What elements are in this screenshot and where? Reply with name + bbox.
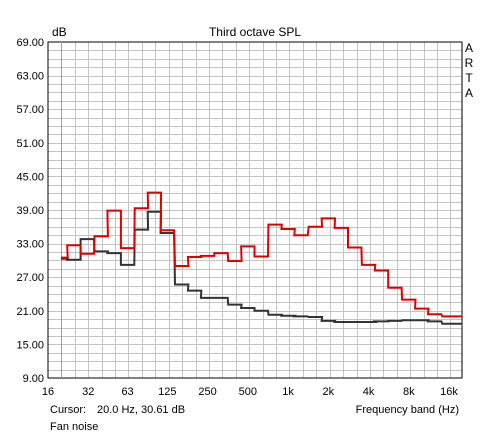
x-tick-label: 16 [42,386,54,398]
y-tick-label: 51.00 [16,138,44,150]
y-tick-label: 9.00 [23,373,44,385]
series-layer [61,191,462,325]
y-axis-label: dB [52,25,67,39]
chart-title: Third octave SPL [209,25,301,39]
watermark-letter: R [465,56,474,70]
measurement-name: Fan noise [50,421,98,433]
plot-frame [47,41,463,379]
x-tick-label: 2k [323,386,335,398]
x-tick-label: 4k [363,386,375,398]
y-tick-labels: 69.00 63.00 57.00 51.00 45.00 39.00 33.00 27.00… [16,37,44,385]
y-tick-label: 69.00 [16,37,44,49]
x-tick-label: 250 [198,386,216,398]
series-line-1 [61,191,462,318]
y-tick-label: 45.00 [16,171,44,183]
x-tick-label: 63 [121,386,133,398]
x-tick-label: 32 [82,386,94,398]
x-tick-label: 8k [403,386,415,398]
cursor-readout: 20.0 Hz, 30.61 dB [97,404,185,416]
watermark-letter: A [465,41,473,55]
cursor-label: Cursor: [50,404,86,416]
y-tick-label: 39.00 [16,205,44,217]
x-tick-labels: 16 32 63 125 250 500 1k 2k 4k 8k 16k [42,386,459,398]
grid [48,42,462,378]
x-tick-label: 1k [282,386,294,398]
x-tick-label: 16k [440,386,458,398]
watermark-letter: T [465,71,473,85]
x-axis-label: Frequency band (Hz) [356,404,459,416]
y-tick-label: 15.00 [16,339,44,351]
y-tick-label: 57.00 [16,104,44,116]
y-tick-label: 21.00 [16,306,44,318]
x-tick-label: 500 [239,386,257,398]
y-tick-label: 63.00 [16,71,44,83]
y-tick-label: 27.00 [16,272,44,284]
series-line-2 [61,210,462,325]
y-tick-label: 33.00 [16,239,44,251]
x-tick-label: 125 [158,386,176,398]
watermark-letter: A [465,86,473,100]
